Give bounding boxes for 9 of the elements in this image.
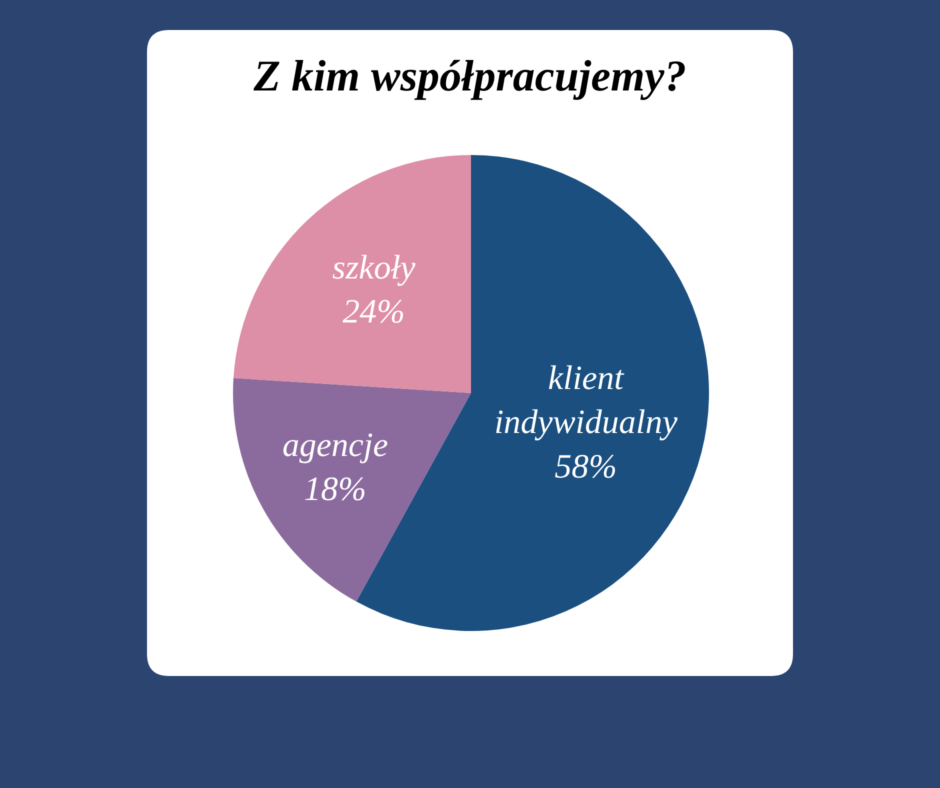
pie-slice — [233, 155, 471, 393]
data-label: 24% — [342, 294, 405, 331]
data-label: 18% — [304, 471, 366, 508]
slice-label: agencje — [282, 427, 388, 464]
data-label: 58% — [554, 448, 617, 486]
chart-title: Z kim współpracujemy? — [252, 51, 686, 100]
slice-label: klient indywidualny — [494, 360, 678, 442]
slice-label: szkoły — [332, 249, 416, 286]
pie-slice — [233, 378, 471, 602]
